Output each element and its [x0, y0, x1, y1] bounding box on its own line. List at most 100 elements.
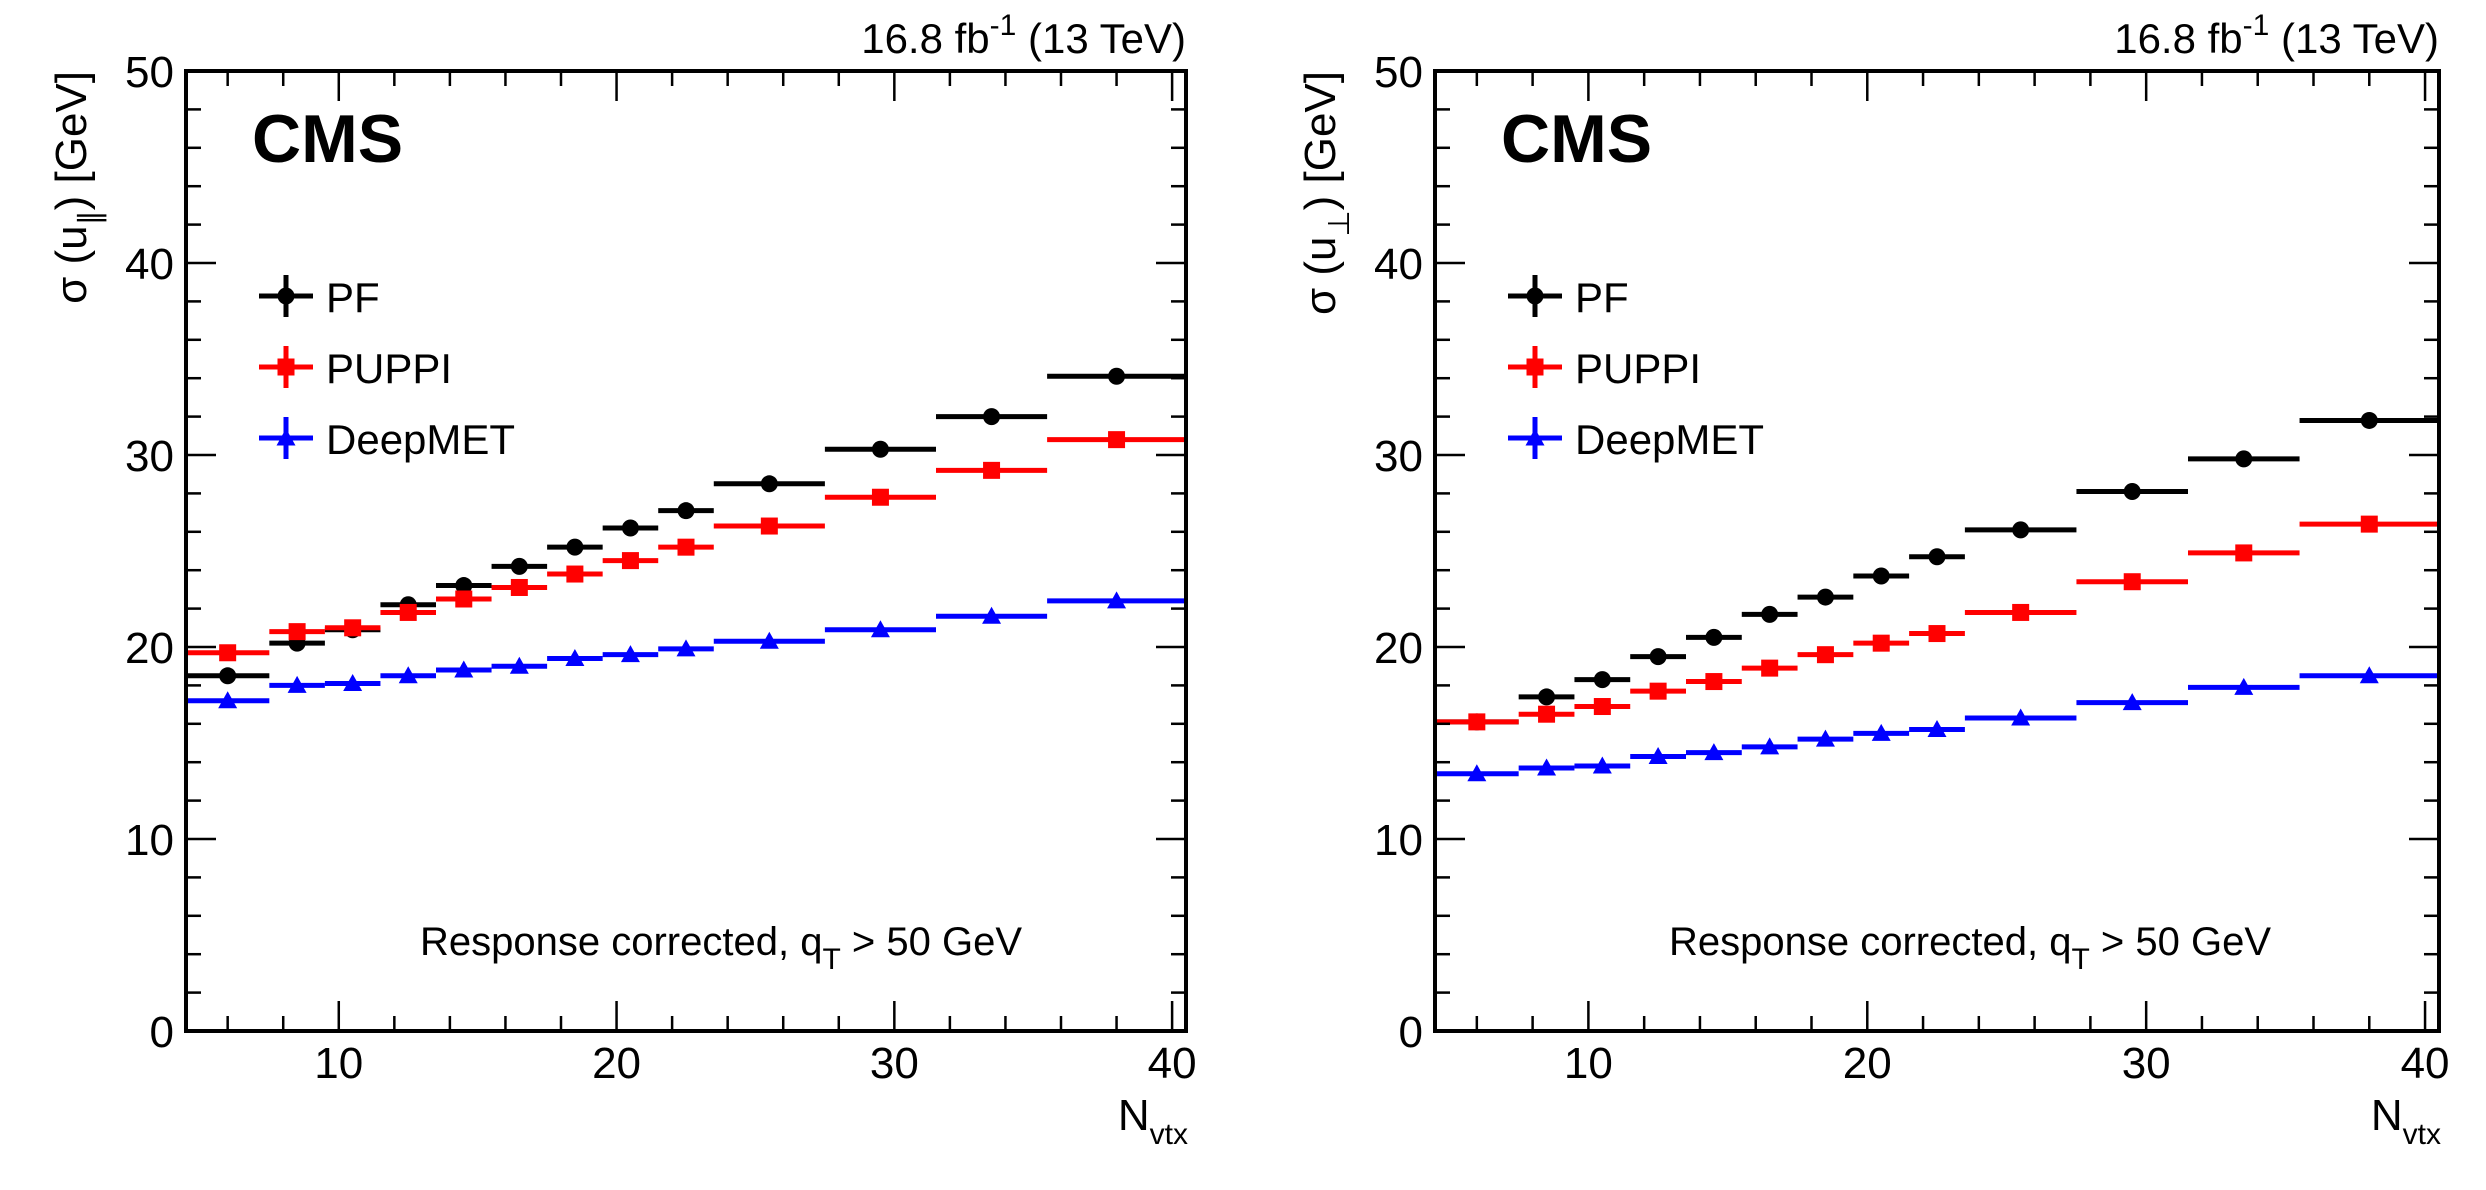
right-deepmet-point: [1704, 743, 1724, 761]
left-y-tick-label: 30: [125, 432, 174, 481]
left-puppi-point: [871, 488, 889, 506]
right-x-tick-label: 10: [1564, 1039, 1613, 1088]
left-puppi-point: [1108, 431, 1126, 449]
left-puppi-point: [219, 644, 237, 662]
right-pf-point: [1593, 671, 1611, 689]
right-deepmet-point: [2234, 677, 2254, 695]
right-puppi-point: [1816, 646, 1834, 664]
right-pf-point: [2235, 450, 2253, 468]
right-deepmet-point: [2359, 666, 2379, 684]
right-deepmet-point: [1871, 723, 1891, 741]
left-legend-item-pf: PF: [259, 274, 380, 321]
left-pf-point: [219, 667, 237, 685]
right-legend-label: DeepMET: [1575, 416, 1764, 463]
left-pf-point: [455, 577, 473, 595]
right-x-tick-label: 40: [2401, 1039, 2450, 1088]
left-deepmet-point: [870, 620, 890, 638]
left-legend-item-deepmet: DeepMET: [259, 416, 515, 463]
left-deepmet-point: [454, 660, 474, 678]
right-legend: PF PUPPI DeepMET: [1508, 274, 1764, 463]
right-puppi-point: [2123, 573, 2141, 591]
right-pf-point: [1761, 605, 1779, 623]
left-pf-point: [566, 538, 584, 556]
right-data-marks: [1435, 411, 2439, 782]
right-deepmet-point: [1592, 756, 1612, 774]
right-legend-item-pf: PF: [1508, 274, 1629, 321]
left-x-axis-title: Nvtx: [1118, 1091, 1188, 1151]
right-puppi-point: [2235, 544, 2253, 562]
left-deepmet-point: [218, 691, 238, 709]
left-legend-label: PF: [326, 274, 380, 321]
left-y-tick-label: 40: [125, 240, 174, 289]
left-panel-resolution-parallel: 10 20 30 40 0 10 20 30 40 50 16.8 fb-1 (13 TeV) C…: [47, 9, 1197, 1151]
left-legend-triangle-icon: [276, 428, 296, 446]
right-legend-item-deepmet: DeepMET: [1508, 416, 1764, 463]
left-puppi-point: [983, 461, 1001, 479]
right-x-axis-title: Nvtx: [2371, 1091, 2441, 1151]
left-deepmet-point: [759, 631, 779, 649]
right-legend-label: PUPPI: [1575, 345, 1701, 392]
left-deepmet-point: [398, 666, 418, 684]
left-pf-point: [510, 557, 528, 575]
left-deepmet-point: [509, 656, 529, 674]
left-puppi-point: [621, 552, 639, 570]
right-deepmet-point: [2122, 693, 2142, 711]
left-pf-point: [871, 440, 889, 458]
right-pf-point: [2360, 411, 2378, 429]
right-pf-point: [1872, 567, 1890, 585]
left-deepmet-point: [1107, 591, 1127, 609]
right-panel-resolution-perpendicular: 10 20 30 40 0 10 20 30 40 50 16.8 fb-1 (13 TeV) C…: [1296, 9, 2450, 1151]
right-lumi-label: 16.8 fb-1 (13 TeV): [2114, 9, 2439, 62]
left-deepmet-point: [620, 645, 640, 663]
right-y-axis-title: σ (u⊥) [GeV]: [1296, 71, 1356, 315]
right-deepmet-point: [1815, 729, 1835, 747]
left-deepmet-point: [982, 606, 1002, 624]
right-plot-frame: [1433, 69, 2441, 1033]
left-x-tick-label: 30: [870, 1039, 919, 1088]
right-puppi-point: [2360, 515, 2378, 533]
left-puppi-point: [677, 538, 695, 556]
left-x-tick-label: 10: [314, 1039, 363, 1088]
left-pf-point: [677, 502, 695, 520]
right-x-tick-label: 20: [1843, 1039, 1892, 1088]
left-lumi-label: 16.8 fb-1 (13 TeV): [861, 9, 1186, 62]
left-y-tick-label: 0: [150, 1008, 174, 1057]
right-legend-square-icon: [1526, 358, 1544, 376]
right-puppi-point: [1928, 625, 1946, 643]
left-deepmet-point: [343, 673, 363, 691]
left-y-tick-label: 10: [125, 816, 174, 865]
left-puppi-point: [566, 565, 584, 583]
right-y-tick-label: 30: [1374, 432, 1423, 481]
right-pf-point: [1928, 548, 1946, 566]
right-puppi-point: [1593, 698, 1611, 716]
right-pf-point: [1816, 588, 1834, 606]
left-legend-circle-icon: [277, 287, 295, 305]
left-puppi-point: [288, 623, 306, 641]
right-axis-ticks: [1435, 69, 2439, 1033]
right-puppi-point: [1761, 659, 1779, 677]
left-pf-point: [1108, 367, 1126, 385]
right-pf-point: [1538, 688, 1556, 706]
left-x-tick-label: 20: [592, 1039, 641, 1088]
left-deepmet-point: [676, 639, 696, 657]
left-puppi-point: [510, 578, 528, 596]
right-puppi-point: [1872, 634, 1890, 652]
left-deepmet-point: [565, 649, 585, 667]
left-pf-point: [760, 475, 778, 493]
left-cms-label: CMS: [252, 101, 403, 177]
right-deepmet-point: [1648, 746, 1668, 764]
left-tick-labels: 10 20 30 40 0 10 20 30 40 50: [125, 48, 1197, 1088]
right-pf-point: [2012, 521, 2030, 539]
left-pf-point: [621, 519, 639, 537]
left-puppi-point: [760, 517, 778, 535]
right-y-tick-label: 50: [1374, 48, 1423, 97]
left-pf-point: [983, 408, 1001, 426]
right-legend-circle-icon: [1526, 287, 1544, 305]
right-legend-triangle-icon: [1525, 428, 1545, 446]
right-tick-labels: 10 20 30 40 0 10 20 30 40 50: [1374, 48, 2449, 1088]
right-annotation: Response corrected, qT > 50 GeV: [1669, 920, 2271, 976]
left-legend-item-puppi: PUPPI: [259, 345, 452, 392]
left-puppi-point: [455, 590, 473, 608]
